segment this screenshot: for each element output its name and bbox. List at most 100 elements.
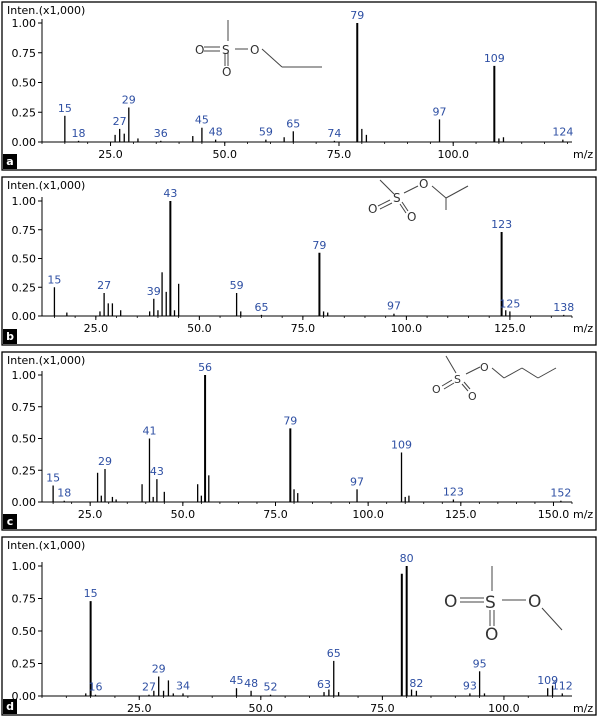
peak-label: 97 bbox=[387, 300, 401, 313]
peak-label: 125 bbox=[499, 297, 520, 310]
structure-bond bbox=[261, 48, 283, 68]
structure-atom: O bbox=[195, 43, 204, 57]
structure-atom: O bbox=[368, 202, 377, 216]
peak-label: 59 bbox=[230, 279, 244, 292]
peak-label: 95 bbox=[473, 657, 487, 670]
structure-atom: O bbox=[468, 390, 477, 403]
peak-label: 48 bbox=[209, 126, 223, 139]
y-axis-label: Inten.(x1,000) bbox=[7, 354, 85, 367]
x-tick-label: 50.0 bbox=[213, 148, 238, 161]
peak-label: 29 bbox=[122, 93, 136, 106]
peak-label: 15 bbox=[46, 471, 60, 484]
structure-atom: O bbox=[480, 361, 489, 374]
x-tick-label: 100.0 bbox=[437, 148, 469, 161]
panel-frame bbox=[1, 176, 597, 346]
y-tick-label: 1.00 bbox=[12, 17, 37, 30]
peak-label: 97 bbox=[350, 475, 364, 488]
peak-label: 18 bbox=[72, 127, 86, 140]
y-tick-label: 1.00 bbox=[12, 195, 37, 208]
y-tick-label: 0.25 bbox=[12, 281, 37, 294]
structure-atom: S bbox=[222, 43, 230, 57]
peak-label: 63 bbox=[317, 678, 331, 691]
structure-atom: O bbox=[419, 177, 428, 191]
x-tick-label: 100.0 bbox=[391, 322, 423, 335]
x-tick-label: 125.0 bbox=[445, 508, 477, 521]
structure-bond bbox=[445, 355, 457, 374]
x-axis-label: m/z bbox=[573, 322, 593, 335]
structure-bond bbox=[443, 382, 455, 390]
y-axis-label: Inten.(x1,000) bbox=[7, 539, 85, 552]
peak-label: 15 bbox=[58, 102, 72, 115]
peak-label: 36 bbox=[154, 127, 168, 140]
x-tick-label: 75.0 bbox=[370, 702, 395, 715]
peak-label: 45 bbox=[195, 114, 209, 127]
peak-label: 82 bbox=[409, 677, 423, 690]
structure-bond bbox=[441, 379, 453, 387]
y-axis-label: Inten.(x1,000) bbox=[7, 179, 85, 192]
y-tick-label: 0.25 bbox=[12, 464, 37, 477]
x-axis-label: m/z bbox=[573, 508, 593, 521]
peak-label: 27 bbox=[142, 681, 156, 694]
y-tick-label: 0.00 bbox=[12, 496, 37, 509]
structure-atom: O bbox=[250, 43, 259, 57]
structure-bond bbox=[541, 607, 563, 631]
x-tick-label: 100.0 bbox=[488, 702, 520, 715]
panel-frame bbox=[1, 1, 597, 171]
x-axis-label: m/z bbox=[573, 148, 593, 161]
x-tick-label: 150.0 bbox=[538, 508, 570, 521]
peak-label: 138 bbox=[553, 301, 574, 314]
structure-bond bbox=[491, 367, 505, 379]
peak-label: 97 bbox=[433, 105, 447, 118]
y-tick-label: 0.25 bbox=[12, 658, 37, 671]
panel-letter: c bbox=[7, 515, 14, 528]
structure-bond bbox=[463, 381, 471, 390]
peak-label: 27 bbox=[113, 115, 127, 128]
peak-label: 80 bbox=[400, 552, 414, 565]
y-tick-label: 0.75 bbox=[12, 224, 37, 237]
structure-atom: S bbox=[454, 373, 461, 386]
panel-letter: d bbox=[6, 700, 14, 713]
peak-label: 65 bbox=[327, 647, 341, 660]
peak-label: 29 bbox=[98, 455, 112, 468]
y-tick-label: 0.75 bbox=[12, 401, 37, 414]
peak-label: 41 bbox=[142, 425, 156, 438]
y-tick-label: 1.00 bbox=[12, 560, 37, 573]
peak-label: 43 bbox=[163, 187, 177, 200]
peak-label: 109 bbox=[484, 52, 505, 65]
peak-label: 65 bbox=[254, 301, 268, 314]
peak-label: 74 bbox=[327, 127, 341, 140]
structure-bond bbox=[379, 179, 395, 195]
y-axis-label: Inten.(x1,000) bbox=[7, 4, 85, 17]
peak-label: 93 bbox=[463, 679, 477, 692]
peak-label: 123 bbox=[491, 218, 512, 231]
structure-atom: O bbox=[432, 383, 441, 396]
peak-label: 65 bbox=[286, 117, 300, 130]
y-tick-label: 0.25 bbox=[12, 106, 37, 119]
x-tick-label: 100.0 bbox=[352, 508, 384, 521]
panel-letter-bg bbox=[3, 329, 17, 344]
y-tick-label: 0.50 bbox=[12, 625, 37, 638]
structure-bond bbox=[379, 202, 393, 210]
structure-bond bbox=[445, 185, 469, 199]
structure-bond bbox=[465, 366, 481, 375]
peak-label: 15 bbox=[84, 587, 98, 600]
peak-label: 123 bbox=[443, 485, 464, 498]
y-tick-label: 0.00 bbox=[12, 310, 37, 323]
structure-atom: S bbox=[485, 593, 496, 613]
peak-label: 15 bbox=[47, 273, 61, 286]
structure-bond bbox=[377, 199, 391, 207]
peak-label: 79 bbox=[312, 239, 326, 252]
peak-label: 39 bbox=[147, 285, 161, 298]
peak-label: 16 bbox=[88, 681, 102, 694]
structure-bond bbox=[537, 367, 557, 379]
panel-frame bbox=[1, 351, 597, 531]
y-tick-label: 0.50 bbox=[12, 77, 37, 90]
peak-label: 52 bbox=[264, 681, 278, 694]
x-tick-label: 50.0 bbox=[171, 508, 196, 521]
x-tick-label: 125.0 bbox=[494, 322, 526, 335]
peak-label: 27 bbox=[97, 279, 111, 292]
peak-label: 109 bbox=[391, 438, 412, 451]
x-tick-label: 25.0 bbox=[127, 702, 152, 715]
